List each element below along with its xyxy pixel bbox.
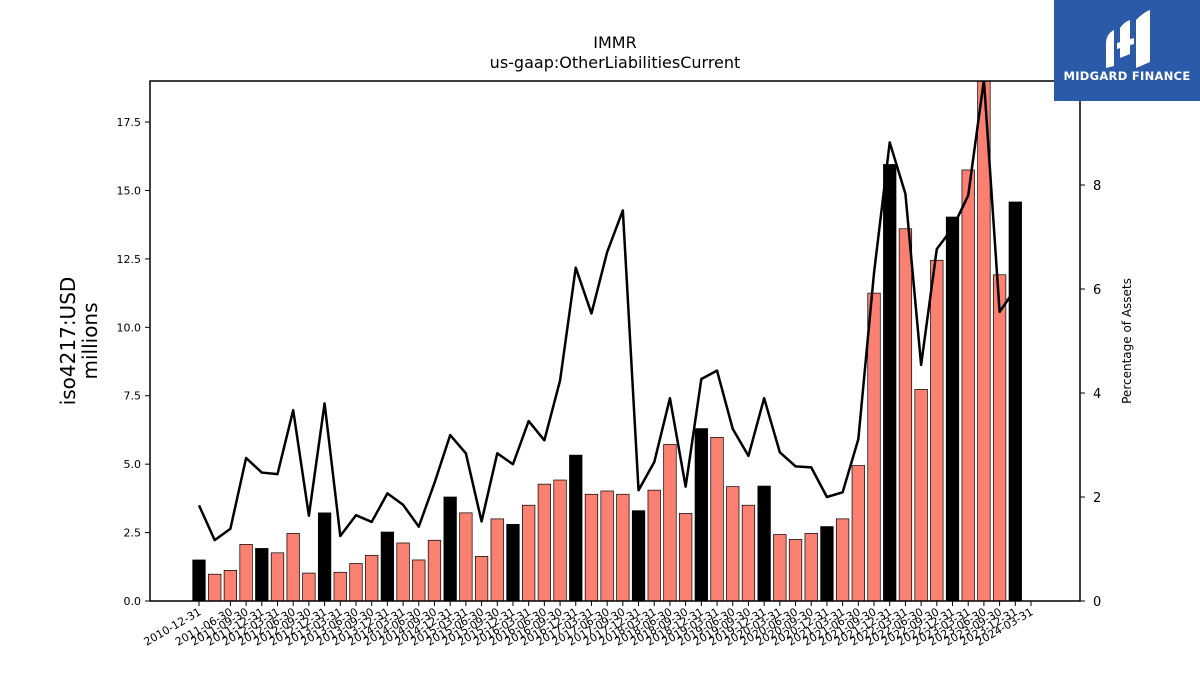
bar bbox=[522, 504, 536, 601]
left-y-tick-label: 10.0 bbox=[117, 321, 142, 334]
brand-logo: MIDGARD FINANCE bbox=[1054, 0, 1200, 101]
left-y-tick-label: 17.5 bbox=[117, 116, 142, 129]
bar bbox=[506, 524, 520, 601]
bar bbox=[474, 556, 489, 601]
left-y-tick-label: 12.5 bbox=[117, 253, 142, 266]
left-y-tick-label: 5.0 bbox=[124, 458, 142, 471]
right-y-axis-label: Percentage of Assets bbox=[1120, 278, 1134, 404]
left-y-axis-label: iso4217:USDmillions bbox=[56, 277, 102, 406]
bar bbox=[396, 542, 410, 601]
bar bbox=[584, 493, 599, 601]
bar bbox=[694, 428, 708, 601]
bar bbox=[945, 216, 960, 601]
bar bbox=[427, 539, 442, 601]
percentage-line bbox=[197, 81, 1017, 542]
bar bbox=[600, 490, 614, 601]
brand-mark-icon bbox=[1106, 10, 1150, 68]
left-y-axis-label-line: iso4217:USD bbox=[56, 277, 80, 406]
plot-frame bbox=[149, 80, 1081, 602]
bar bbox=[1008, 201, 1022, 601]
right-y-tick-label: 2 bbox=[1093, 491, 1101, 506]
bar bbox=[992, 274, 1007, 601]
bar bbox=[286, 533, 300, 601]
bar bbox=[977, 81, 991, 601]
bar bbox=[757, 485, 771, 601]
axes-group: 0.02.55.07.510.012.515.017.502468102010-… bbox=[56, 75, 1134, 649]
bar bbox=[380, 531, 395, 601]
bar bbox=[773, 534, 787, 601]
right-y-tick-label: 4 bbox=[1093, 387, 1101, 402]
bar bbox=[820, 526, 834, 601]
bar bbox=[302, 572, 316, 601]
bar bbox=[835, 518, 850, 601]
line-group bbox=[197, 81, 1017, 542]
bar bbox=[788, 539, 803, 601]
left-y-tick-label: 7.5 bbox=[124, 390, 142, 403]
right-y-tick-label: 6 bbox=[1093, 283, 1101, 298]
bar bbox=[270, 552, 285, 601]
left-y-tick-label: 2.5 bbox=[124, 527, 142, 540]
bar bbox=[883, 164, 897, 601]
bar bbox=[710, 436, 724, 601]
bar bbox=[239, 543, 253, 601]
bar bbox=[365, 554, 379, 601]
bar bbox=[867, 292, 881, 601]
chart-subtitle: us-gaap:OtherLiabilitiesCurrent bbox=[490, 53, 741, 72]
brand-name: MIDGARD FINANCE bbox=[1063, 69, 1191, 83]
bar bbox=[255, 548, 269, 601]
bar bbox=[631, 510, 646, 601]
right-y-tick-label: 8 bbox=[1093, 179, 1101, 194]
bar bbox=[741, 504, 756, 601]
bar bbox=[223, 569, 238, 601]
bar bbox=[851, 465, 865, 601]
left-y-tick-label: 0.0 bbox=[124, 595, 142, 608]
left-y-axis-label-line: millions bbox=[78, 302, 102, 379]
bar bbox=[317, 512, 332, 601]
bar bbox=[537, 483, 551, 601]
bar bbox=[930, 259, 944, 601]
bar bbox=[726, 486, 740, 601]
bar bbox=[663, 444, 677, 601]
bars-group bbox=[192, 81, 1022, 601]
bar bbox=[961, 169, 975, 601]
bar bbox=[553, 479, 567, 601]
bar bbox=[443, 496, 457, 601]
bar bbox=[333, 571, 347, 601]
bar bbox=[914, 389, 928, 601]
left-y-tick-label: 15.0 bbox=[117, 184, 142, 197]
bar bbox=[192, 559, 206, 601]
bar bbox=[412, 559, 426, 601]
bar bbox=[349, 563, 363, 601]
right-y-tick-label: 0 bbox=[1093, 595, 1101, 610]
bar bbox=[459, 512, 473, 601]
bar bbox=[647, 489, 661, 601]
bar bbox=[490, 518, 504, 601]
bar bbox=[208, 573, 222, 601]
bar bbox=[616, 493, 630, 601]
bar bbox=[898, 228, 913, 601]
bar bbox=[804, 533, 818, 601]
bar bbox=[569, 454, 583, 601]
bar bbox=[679, 513, 693, 601]
chart-title: IMMR bbox=[593, 33, 636, 52]
